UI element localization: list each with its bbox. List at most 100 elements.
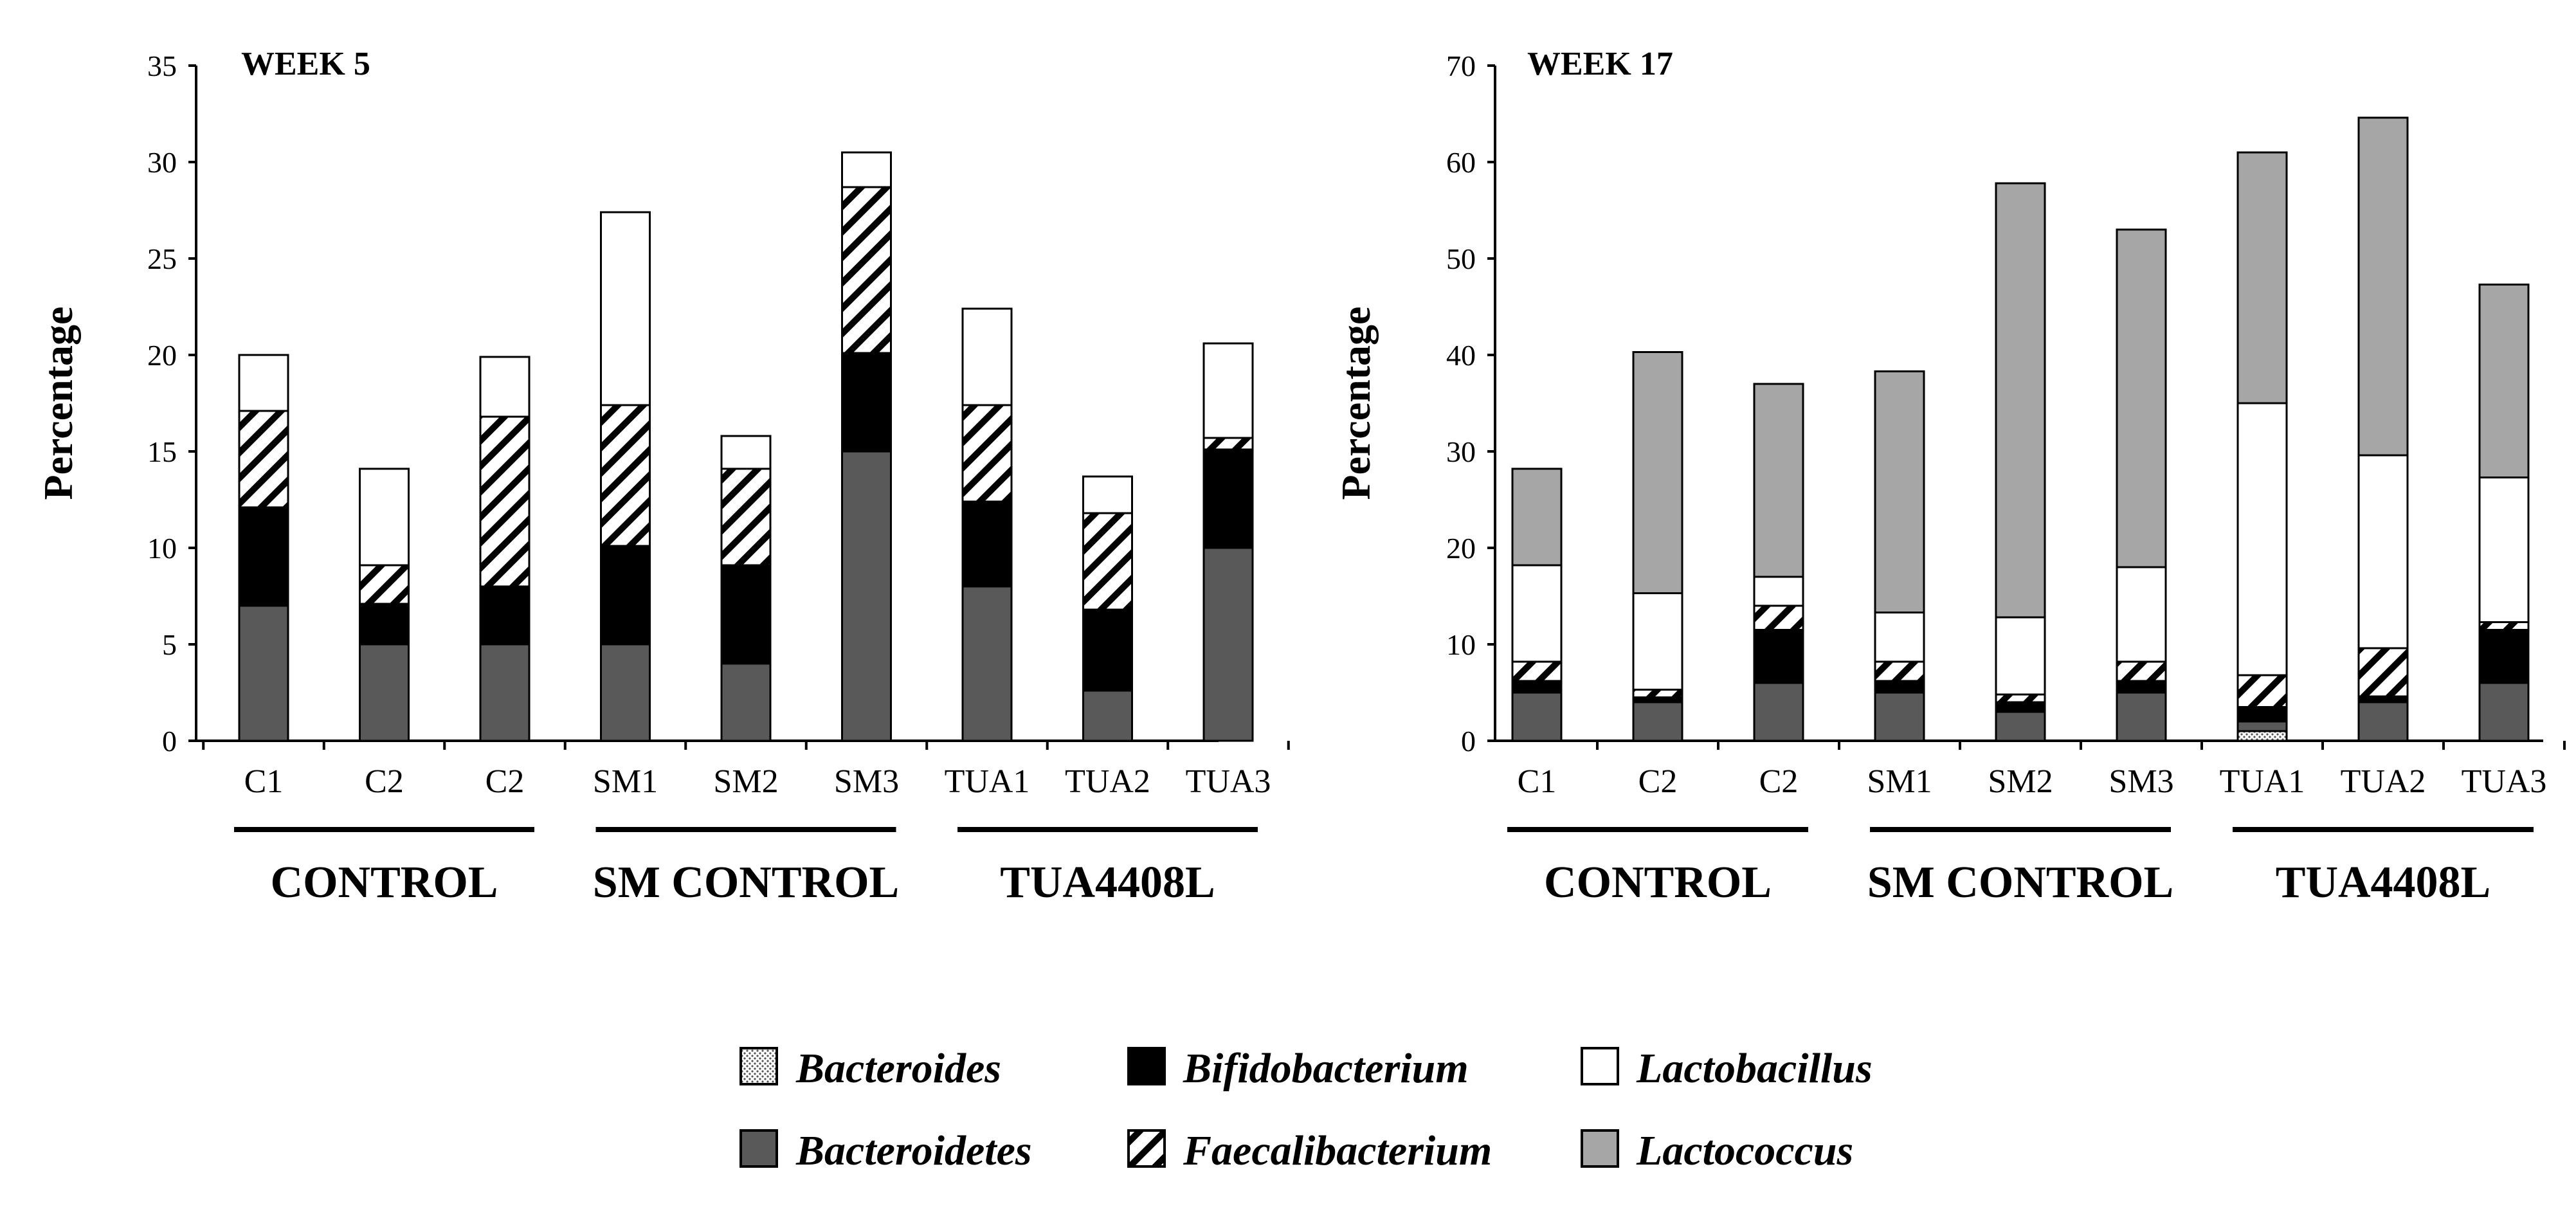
- bacteroidetes-swatch: [739, 1129, 778, 1168]
- x-tick-label: SM2: [1988, 763, 2053, 800]
- bar-bifidobacterium-sm3: [841, 352, 892, 453]
- legend-label-bacteroidetes: Bacteroidetes: [795, 1127, 1032, 1174]
- bar-bifidobacterium-sm1: [600, 545, 651, 646]
- bar-lactobacillus-c1: [238, 354, 289, 412]
- legend-item-faecalibacterium: Faecalibacterium: [1127, 1127, 1492, 1174]
- bar-stack-tua2: [1082, 475, 1133, 742]
- bar-faecalibacterium-c2: [359, 564, 410, 605]
- bar-lactobacillus-tua2: [2357, 454, 2409, 649]
- bar-bifidobacterium-tua1: [2236, 706, 2288, 723]
- x-tick-label: C2: [365, 763, 404, 800]
- bar-bacteroides-tua1: [2236, 730, 2288, 742]
- y-tick-label: 0: [162, 725, 177, 758]
- bar-faecalibacterium-c1: [1511, 660, 1563, 682]
- y-tick-label: 30: [1446, 435, 1476, 468]
- legend-item-bifidobacterium: Bifidobacterium: [1127, 1045, 1469, 1092]
- bar-lactobacillus-tua3: [1202, 342, 1254, 439]
- bar-bacteroidetes-sm2: [1995, 711, 2046, 742]
- bar-lactobacillus-c1: [1511, 564, 1563, 663]
- bar-faecalibacterium-tua3: [1202, 437, 1254, 451]
- bar-faecalibacterium-c2: [479, 415, 531, 588]
- bar-stack-c2: [1753, 383, 1804, 742]
- bar-bifidobacterium-sm3: [2116, 680, 2167, 694]
- x-tick-label: C2: [485, 763, 525, 800]
- bar-stack-sm3: [2116, 228, 2167, 742]
- y-tick-label: 10: [1446, 628, 1476, 661]
- y-tick-label: 70: [1446, 50, 1476, 82]
- x-tick-label: TUA2: [1065, 763, 1150, 800]
- bar-bifidobacterium-tua2: [1082, 608, 1133, 692]
- y-tick-label: 35: [147, 50, 177, 82]
- y-tick-label: 0: [1461, 725, 1476, 758]
- bar-lactococcus-tua1: [2236, 151, 2288, 404]
- y-tick-label: 15: [147, 435, 177, 468]
- bar-bacteroidetes-sm3: [2116, 691, 2167, 742]
- bar-bacteroidetes-sm3: [841, 450, 892, 742]
- bar-faecalibacterium-c2: [1632, 689, 1683, 698]
- bar-bacteroidetes-sm1: [1874, 691, 1925, 742]
- bar-stack-sm2: [720, 435, 772, 742]
- bar-lactococcus-tua3: [2478, 284, 2530, 478]
- legend-label-faecalibacterium: Faecalibacterium: [1183, 1127, 1492, 1174]
- y-tick-label: 20: [147, 339, 177, 372]
- bar-bacteroidetes-c2: [1753, 682, 1804, 742]
- bar-lactobacillus-c2: [1753, 576, 1804, 607]
- bar-lactobacillus-sm1: [1874, 612, 1925, 663]
- y-tick-label: 5: [162, 628, 177, 661]
- legend: Bacteroides Bifidobacterium Lactobacillu…: [739, 1045, 1873, 1174]
- bar-stack-sm1: [1874, 370, 1925, 742]
- bar-stack-tua2: [2357, 116, 2409, 742]
- bar-stack-c2: [359, 467, 410, 742]
- x-tick-label: SM1: [593, 763, 658, 800]
- bar-lactococcus-c2: [1632, 351, 1683, 594]
- x-tick-label: TUA2: [2341, 763, 2426, 800]
- bar-stack-tua3: [1202, 342, 1254, 742]
- bar-bacteroidetes-tua3: [1202, 547, 1254, 742]
- bar-bifidobacterium-tua1: [961, 500, 1013, 588]
- bar-bacteroidetes-tua2: [1082, 689, 1133, 742]
- bar-faecalibacterium-sm1: [600, 404, 651, 547]
- bar-bacteroidetes-c2: [1632, 701, 1683, 742]
- chart-panel-week-5: 0 5 10 15 20 25 30 35 WEEK 5 Percentage C1 C2 C2 SM1 S…: [35, 46, 1290, 907]
- bar-bacteroidetes-tua2: [2357, 701, 2409, 742]
- bar-faecalibacterium-c2: [1753, 604, 1804, 631]
- bar-faecalibacterium-sm3: [2116, 660, 2167, 682]
- bar-faecalibacterium-c1: [238, 410, 289, 509]
- bar-lactococcus-sm3: [2116, 228, 2167, 568]
- bar-lactobacillus-c2: [359, 467, 410, 567]
- bar-bacteroidetes-c2: [479, 643, 531, 742]
- bar-stack-c1: [238, 354, 289, 742]
- bar-stack-tua1: [961, 307, 1013, 742]
- legend-item-lactococcus: Lactococcus: [1581, 1127, 1853, 1174]
- bar-stack-tua3: [2478, 284, 2530, 742]
- x-tick-label: C2: [1759, 763, 1799, 800]
- y-tick-label: 25: [147, 242, 177, 275]
- x-tick-label: TUA1: [945, 763, 1030, 800]
- bar-faecalibacterium-tua2: [2357, 647, 2409, 698]
- bar-bifidobacterium-c1: [238, 506, 289, 607]
- bar-bifidobacterium-c2: [359, 603, 410, 646]
- chart-title: WEEK 17: [1527, 46, 1673, 82]
- bar-lactobacillus-tua1: [961, 307, 1013, 406]
- bar-faecalibacterium-sm1: [1874, 660, 1925, 682]
- bar-faecalibacterium-sm3: [841, 186, 892, 354]
- bar-stack-c1: [1511, 467, 1563, 742]
- bar-stack-sm2: [1995, 182, 2046, 742]
- x-tick-label: TUA1: [2220, 763, 2305, 800]
- legend-item-bacteroides: Bacteroides: [739, 1045, 1001, 1092]
- chart-title: WEEK 5: [241, 46, 370, 82]
- lactobacillus-swatch: [1581, 1047, 1619, 1085]
- legend-label-bacteroides: Bacteroides: [795, 1045, 1001, 1092]
- bar-stack-sm3: [841, 151, 892, 742]
- y-axis-label: Percentage: [35, 307, 81, 500]
- bar-bifidobacterium-sm2: [1995, 701, 2046, 713]
- group-label-tua4408l: TUA4408L: [1000, 858, 1215, 907]
- group-label-sm-control: SM CONTROL: [593, 858, 899, 907]
- y-tick-label: 40: [1446, 339, 1476, 372]
- faecalibacterium-swatch: [1127, 1129, 1166, 1168]
- bar-bacteroidetes-tua1: [2236, 720, 2288, 732]
- x-tick-label: TUA3: [1186, 763, 1271, 800]
- bar-bacteroidetes-c1: [1511, 691, 1563, 742]
